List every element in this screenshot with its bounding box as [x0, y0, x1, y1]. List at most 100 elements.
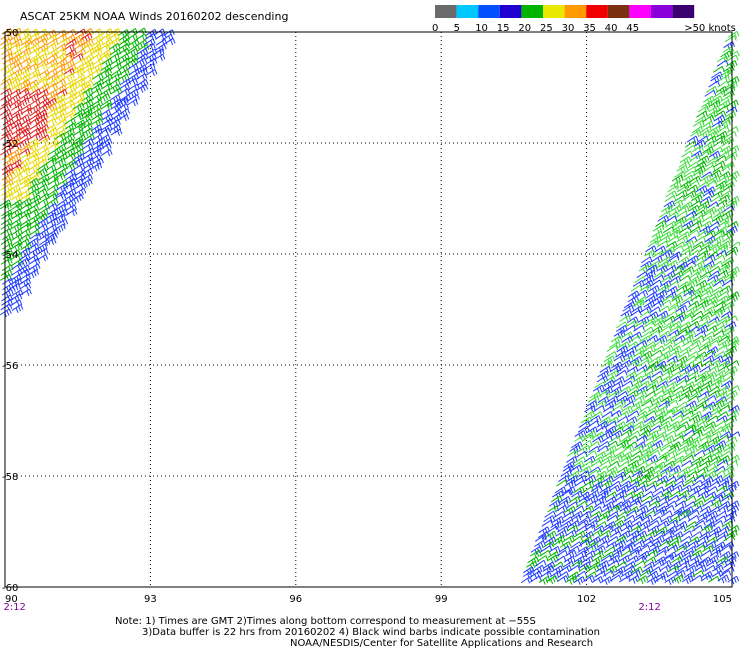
wind-barb	[100, 102, 113, 110]
wind-barb	[597, 540, 609, 548]
wind-barb	[687, 370, 700, 378]
wind-barb	[668, 471, 680, 479]
wind-barb	[63, 68, 75, 76]
wind-barb	[1, 82, 14, 92]
wind-barb	[543, 515, 556, 523]
wind-barb	[91, 72, 104, 81]
wind-barb	[671, 390, 684, 400]
wind-barb	[685, 355, 697, 363]
wind-barb	[47, 73, 59, 82]
wind-barb	[693, 449, 706, 457]
wind-barb	[679, 275, 691, 282]
wind-barb	[703, 141, 716, 150]
wind-barb	[666, 311, 678, 318]
wind-barb	[704, 540, 717, 549]
wind-barb	[571, 490, 583, 498]
wind-barb	[616, 365, 629, 373]
wind-barb	[559, 496, 571, 504]
wind-barb	[136, 79, 149, 88]
wind-barb	[679, 250, 692, 258]
wind-barb	[656, 406, 668, 415]
legend-label: 45	[626, 23, 639, 34]
wind-barb	[583, 550, 596, 558]
wind-barb	[45, 97, 58, 107]
wind-barb	[552, 490, 564, 500]
wind-barb	[632, 491, 645, 501]
wind-barb	[717, 434, 730, 442]
wind-barb	[652, 294, 665, 304]
wind-barb	[644, 249, 656, 259]
wind-barb	[636, 271, 649, 279]
wind-barb	[643, 300, 656, 310]
wind-barb	[714, 515, 727, 523]
wind-barb	[644, 269, 656, 279]
wind-barb	[71, 143, 84, 153]
wind-barb	[26, 142, 39, 152]
x-tick-label: 102	[577, 594, 596, 605]
wind-barb	[564, 506, 577, 515]
wind-barb	[27, 238, 39, 247]
wind-barb	[645, 410, 657, 418]
wind-barb	[1, 173, 14, 183]
wind-barb	[706, 110, 719, 119]
wind-barb	[550, 521, 563, 530]
wind-barb	[640, 355, 653, 363]
wind-barb	[550, 495, 563, 503]
wind-barb	[710, 379, 723, 389]
wind-barb	[20, 288, 32, 296]
wind-barb	[687, 351, 700, 358]
wind-barb	[711, 494, 724, 502]
wind-barb	[651, 370, 664, 378]
wind-barb	[627, 295, 640, 305]
wind-barb	[600, 480, 613, 490]
wind-barb	[579, 561, 592, 571]
wind-barb	[605, 420, 617, 428]
wind-barb	[716, 244, 729, 254]
legend-end-label: >50 knots	[684, 23, 736, 34]
wind-barb	[28, 43, 41, 53]
wind-barb	[644, 484, 657, 492]
wind-barb	[63, 128, 75, 137]
wind-barb	[1, 129, 14, 139]
wind-barb	[718, 455, 731, 464]
wind-barb	[118, 34, 131, 44]
wind-barb	[615, 369, 628, 377]
wind-barb	[614, 566, 626, 575]
wind-barb	[678, 325, 691, 334]
wind-barb	[657, 261, 669, 270]
wind-barb	[8, 184, 21, 194]
legend-label: 20	[518, 23, 531, 34]
wind-barb	[27, 84, 39, 93]
wind-barb	[697, 181, 710, 189]
note-line-1: Note: 1) Times are GMT 2)Times along bot…	[115, 616, 536, 627]
wind-barb	[714, 369, 727, 379]
legend-label: 5	[454, 23, 460, 34]
wind-barb	[643, 466, 655, 476]
wind-barb	[597, 370, 609, 380]
wind-barb	[723, 441, 736, 451]
wind-barb	[10, 148, 23, 157]
wind-barb	[90, 63, 103, 73]
wind-barb	[720, 380, 733, 390]
wind-barb	[653, 339, 666, 347]
wind-barb	[707, 251, 719, 259]
wind-barb	[718, 175, 730, 183]
wind-barb	[699, 174, 712, 184]
wind-barb	[674, 569, 686, 578]
wind-barb	[612, 519, 625, 529]
wind-barb	[633, 539, 646, 548]
wind-barb	[674, 500, 687, 508]
wind-barb	[680, 555, 692, 564]
wind-barb	[725, 529, 738, 539]
wind-barb	[658, 400, 671, 408]
wind-barb	[542, 565, 555, 574]
wind-barb	[28, 157, 41, 167]
wind-barb	[711, 545, 724, 554]
wind-barb	[684, 495, 697, 503]
wind-barb	[71, 178, 84, 188]
wind-barb	[81, 174, 94, 182]
wind-barb	[37, 178, 50, 188]
wind-barb	[36, 112, 49, 122]
wind-barb	[689, 226, 702, 234]
wind-barb	[10, 222, 22, 232]
